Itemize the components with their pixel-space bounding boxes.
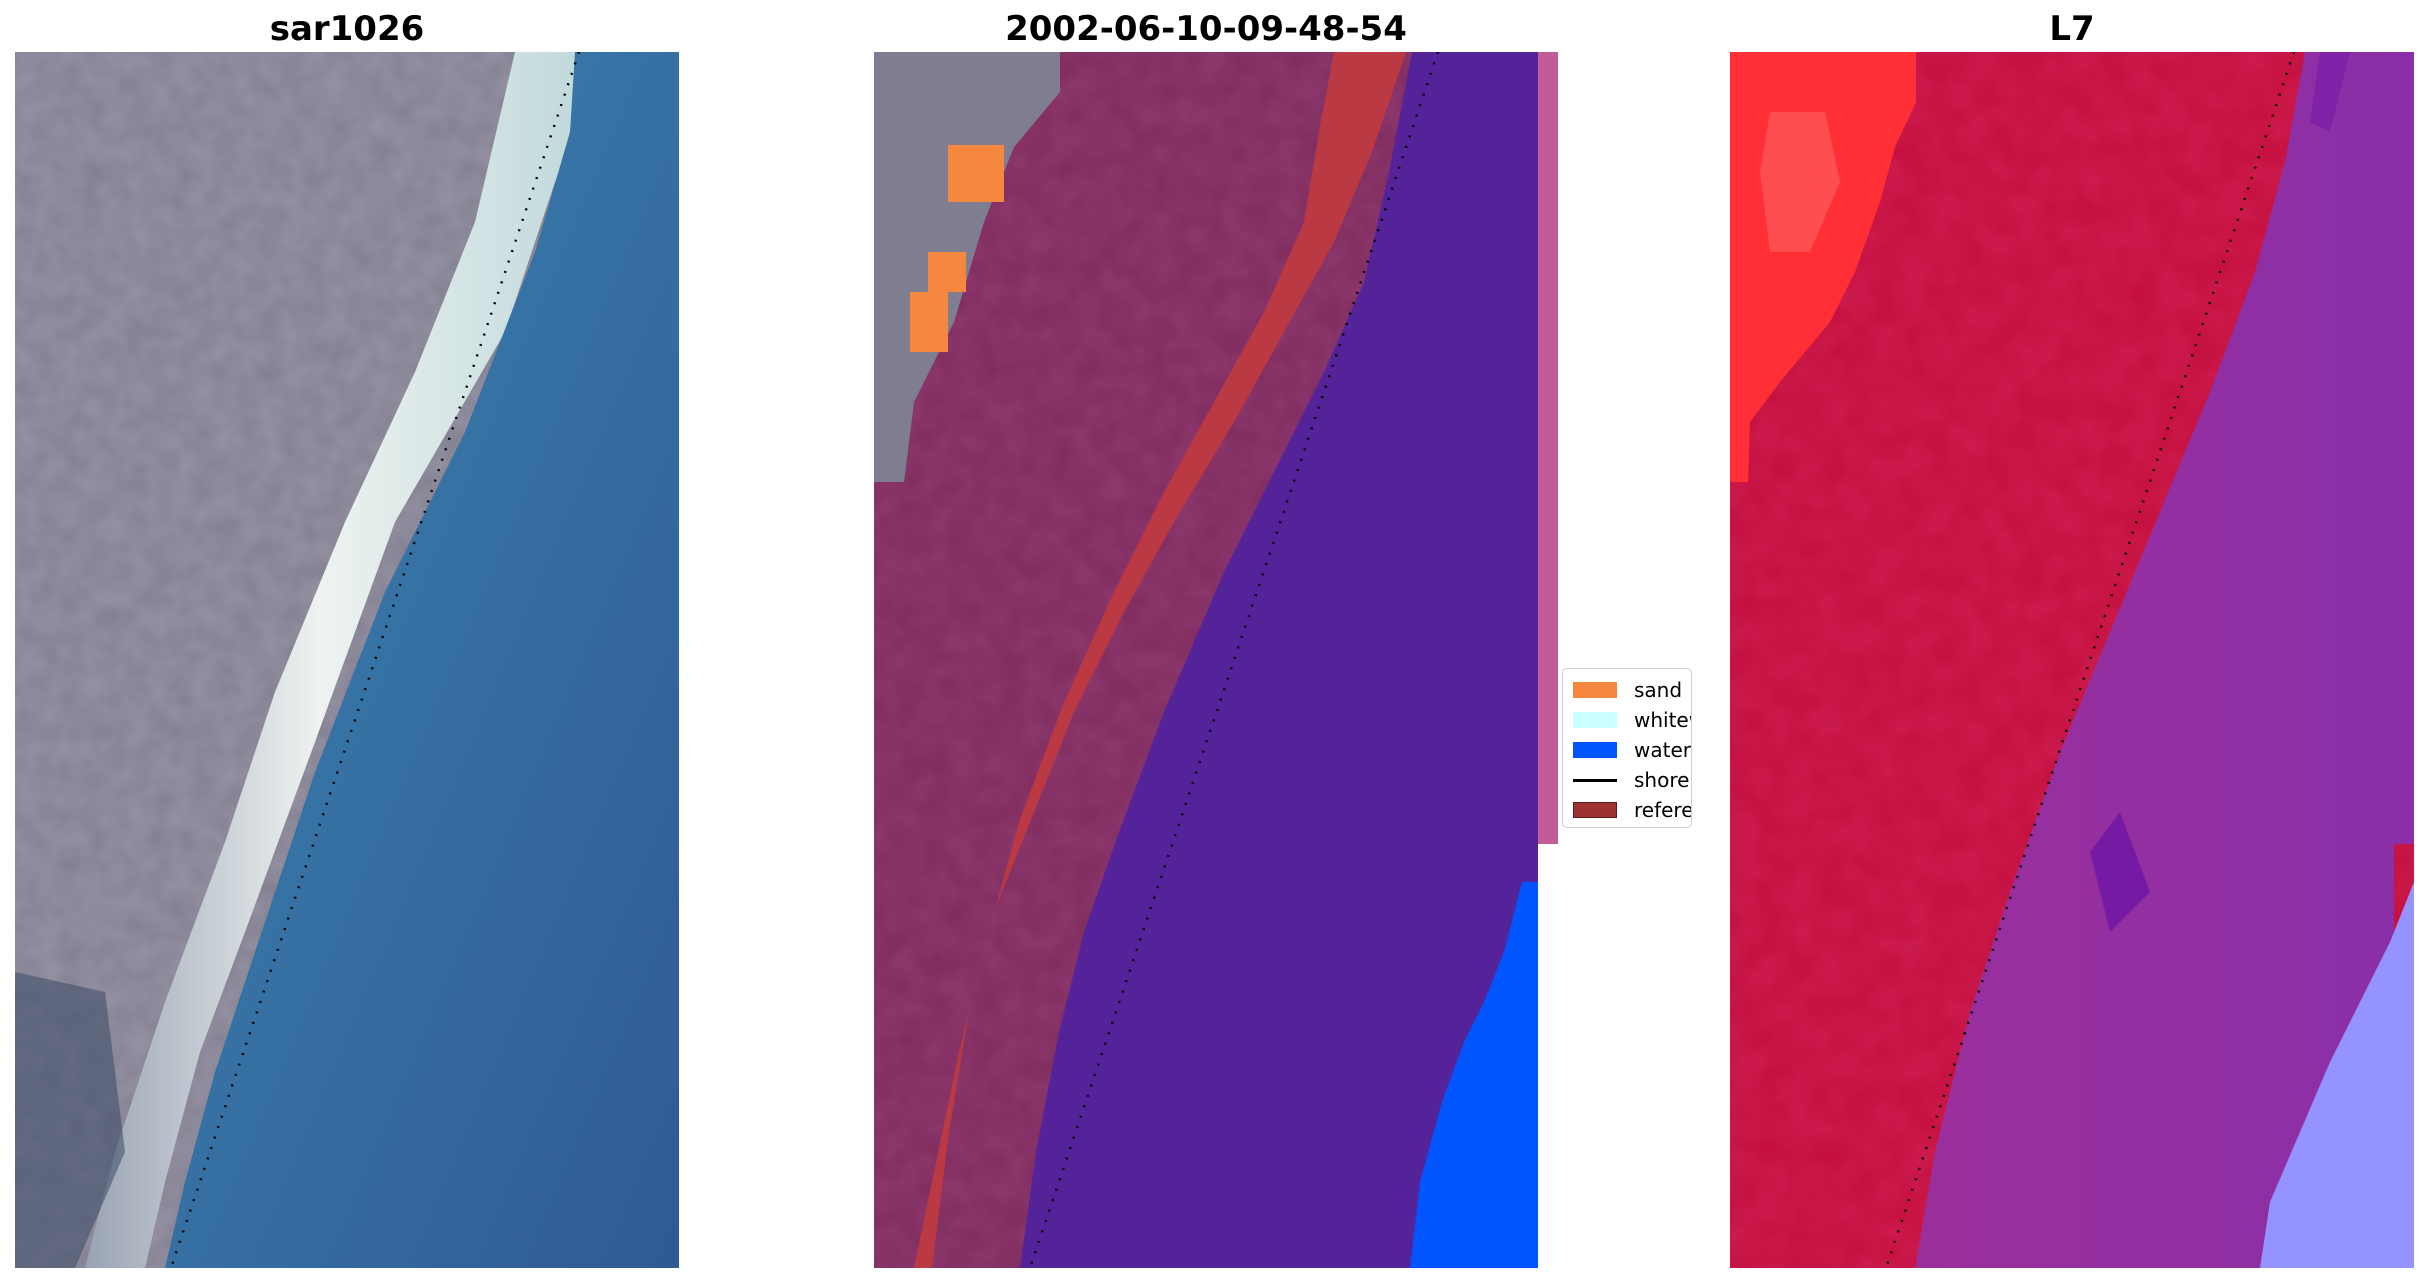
ocean-index-area xyxy=(1915,52,2414,1268)
reference-swatch xyxy=(1573,802,1617,818)
legend-label: water xyxy=(1634,738,1691,762)
legend-label: sand xyxy=(1634,678,1683,702)
classified-image-panel xyxy=(874,52,1558,1268)
l7-index-panel xyxy=(1730,52,2414,1268)
legend-item-water: water xyxy=(1573,736,1691,764)
ocean-class-area xyxy=(1020,52,1538,1268)
beach-class-band xyxy=(874,52,1406,1268)
beach-band xyxy=(85,52,605,1268)
shallow-water-patch xyxy=(2260,882,2414,1268)
legend-label: reference xyxy=(1634,798,1692,822)
ocean-area xyxy=(165,52,679,1268)
unclassified-corner xyxy=(874,52,1060,482)
sand-patch xyxy=(948,145,1004,202)
panel-title-rgb: sar1026 xyxy=(269,9,425,49)
panel-title-l7: L7 xyxy=(2049,9,2095,49)
shoreline-swatch xyxy=(1573,778,1617,782)
water-patch xyxy=(1410,882,1538,1268)
sand-swatch xyxy=(1573,682,1617,698)
legend-item-sand: sand xyxy=(1573,676,1682,704)
panel-title-classified: 2002-06-10-09-48-54 xyxy=(1005,9,1407,49)
legend-label: shoreline xyxy=(1634,768,1691,792)
legend-item-reference: reference xyxy=(1573,796,1692,824)
side-strip xyxy=(1538,52,1558,844)
shoreline-class xyxy=(1028,52,1440,1268)
rgb-image-panel xyxy=(15,52,679,1268)
whitewater-swatch xyxy=(1573,712,1617,728)
shoreline xyxy=(169,52,581,1268)
water-swatch xyxy=(1573,742,1617,758)
shoreline-index xyxy=(1884,52,2296,1268)
legend-item-shoreline: shoreline xyxy=(1573,766,1691,794)
